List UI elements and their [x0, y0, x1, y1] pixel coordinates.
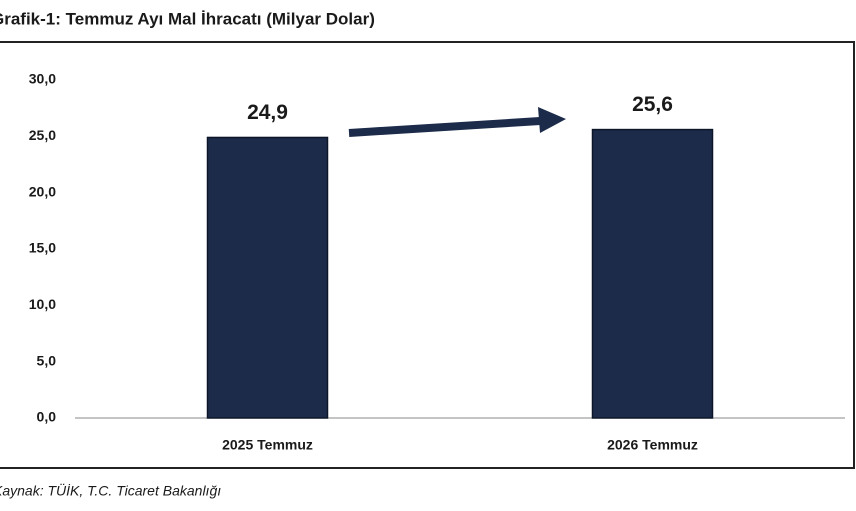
- bar: [206, 136, 329, 419]
- y-tick-label: 15,0: [29, 240, 56, 256]
- x-tick-label: 2026 Temmuz: [607, 437, 698, 453]
- trend-arrow: [348, 107, 566, 137]
- value-label: 25,6: [632, 93, 673, 116]
- chart-title: Grafik-1: Temmuz Ayı Mal İhracatı (Milya…: [0, 9, 375, 28]
- value-label: 24,9: [247, 101, 288, 124]
- y-tick-label: 10,0: [29, 296, 56, 312]
- y-tick-label: 20,0: [29, 183, 56, 199]
- source-note: Kaynak: TÜİK, T.C. Ticaret Bakanlığı: [0, 482, 221, 499]
- y-tick-label: 30,0: [29, 71, 56, 87]
- y-tick-label: 0,0: [37, 409, 57, 425]
- x-tick-label: 2025 Temmuz: [222, 437, 313, 453]
- y-tick-label: 25,0: [29, 127, 56, 143]
- bar: [591, 128, 714, 419]
- chart-frame: [0, 41, 855, 469]
- y-tick-label: 5,0: [37, 352, 57, 368]
